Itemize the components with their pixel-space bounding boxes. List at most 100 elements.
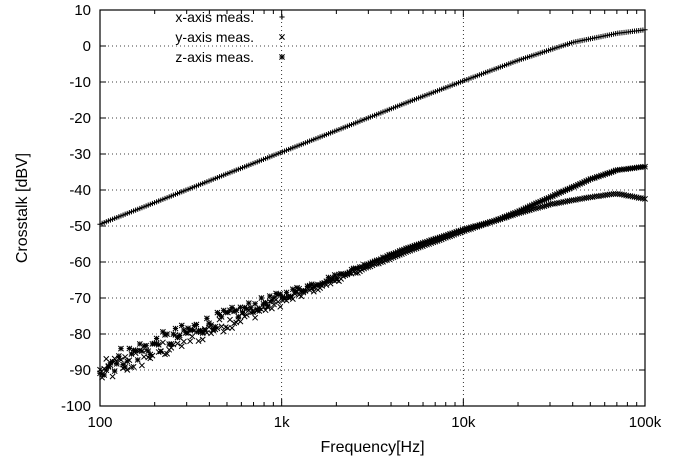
data-point (535, 199, 542, 206)
data-point (195, 338, 202, 344)
data-point (451, 229, 458, 236)
data-point (600, 172, 607, 178)
data-point (252, 300, 259, 307)
data-point (512, 209, 518, 216)
data-point (237, 304, 244, 311)
data-point (421, 239, 428, 246)
data-point (237, 318, 244, 325)
data-point (162, 351, 168, 358)
data-point (543, 195, 550, 202)
data-point (134, 356, 141, 363)
data-point (581, 179, 588, 185)
data-point (128, 364, 135, 371)
data-point (545, 194, 552, 201)
data-point (480, 221, 487, 227)
data-point (187, 338, 194, 345)
data-point (283, 289, 290, 296)
y-tick-label: -20 (69, 110, 91, 127)
data-point (105, 363, 112, 370)
data-point (426, 237, 433, 244)
data-point (201, 327, 208, 334)
data-point (583, 178, 590, 184)
data-point (243, 311, 250, 318)
data-point (208, 322, 215, 328)
y-tick-label: -30 (69, 146, 91, 163)
data-point (109, 373, 116, 380)
data-point (591, 174, 598, 181)
data-point (287, 294, 294, 300)
data-point (468, 224, 474, 231)
data-point (438, 233, 445, 240)
data-point (417, 240, 424, 247)
data-point (520, 206, 527, 213)
data-point (260, 300, 267, 307)
data-point (602, 171, 609, 178)
data-point (587, 176, 594, 182)
data-point (323, 278, 330, 285)
data-point (618, 191, 625, 198)
legend-label: z-axis meas. (175, 49, 254, 65)
data-point (258, 295, 265, 301)
data-point (403, 245, 409, 252)
x-tick-label: 100 (87, 414, 112, 431)
data-point (365, 261, 372, 268)
data-point (384, 253, 391, 260)
data-point (556, 190, 563, 197)
data-point (543, 202, 550, 209)
y-tick-label: -50 (69, 218, 91, 235)
data-point (229, 325, 236, 331)
data-point (277, 303, 284, 310)
y-tick-label: -90 (69, 362, 91, 379)
data-point (115, 353, 122, 359)
data-point (396, 248, 403, 254)
data-point (235, 313, 242, 320)
data-point (507, 211, 514, 218)
data-point (189, 326, 196, 333)
data-point (266, 293, 273, 300)
data-point (308, 281, 315, 288)
data-point (180, 338, 187, 345)
data-point (415, 241, 422, 248)
data-point (264, 303, 271, 309)
data-point (275, 291, 282, 298)
legend-label: x-axis meas. (175, 9, 254, 25)
data-point (268, 305, 275, 312)
data-point (419, 239, 426, 246)
data-point (375, 256, 382, 263)
data-point (229, 304, 236, 311)
data-point (273, 290, 280, 297)
data-point (528, 202, 535, 209)
data-point (470, 223, 477, 230)
data-point (304, 283, 311, 290)
data-point (143, 342, 150, 349)
data-point (159, 339, 166, 346)
data-point (400, 246, 407, 253)
data-point (566, 185, 573, 192)
data-point (220, 328, 227, 335)
data-point (164, 331, 171, 338)
data-point (111, 368, 118, 375)
data-point (247, 304, 254, 311)
data-point (174, 340, 181, 347)
data-point (279, 294, 286, 301)
data-point (369, 259, 376, 266)
data-point (212, 323, 219, 330)
data-point (564, 186, 571, 193)
data-point (155, 341, 162, 348)
data-point (516, 208, 523, 215)
y-tick-label: -70 (69, 290, 91, 307)
data-point (562, 187, 569, 194)
data-point (579, 180, 586, 186)
y-tick-label: -60 (69, 254, 91, 271)
data-point (333, 275, 340, 282)
data-point (390, 250, 397, 257)
data-point (398, 247, 405, 254)
data-point (541, 196, 548, 203)
data-point (178, 343, 185, 350)
data-point (409, 243, 416, 250)
data-point (434, 235, 441, 242)
data-point (147, 351, 154, 358)
data-point (428, 237, 435, 244)
data-point (157, 348, 164, 355)
